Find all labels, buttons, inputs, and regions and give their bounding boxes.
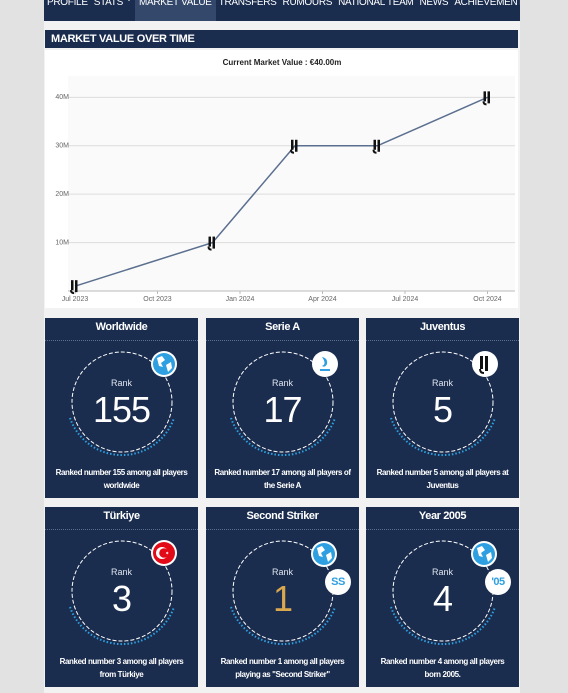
rank-card: Year 2005 Rank 4 '05 Ranked number 4 among a… xyxy=(366,507,519,687)
x-tick-label: Oct 2024 xyxy=(473,296,502,303)
rank-label: Rank xyxy=(110,378,132,388)
y-tick-label: 20M xyxy=(55,191,69,198)
badge: SS xyxy=(325,569,351,595)
card-description: Ranked number 3 among all players from T… xyxy=(59,657,184,679)
card-title: Worldwide xyxy=(95,321,148,333)
club-logo-marker xyxy=(70,280,78,295)
card-title: Second Striker xyxy=(246,510,319,522)
rank-number: 1 xyxy=(272,578,293,619)
chart-title: MARKET VALUE OVER TIME xyxy=(45,30,518,48)
rank-number: 5 xyxy=(432,389,453,430)
club-logo-marker xyxy=(482,91,490,106)
card-description: Ranked number 5 among all players at Juv… xyxy=(376,468,509,490)
card-separator xyxy=(366,340,519,341)
card-separator xyxy=(206,529,359,530)
rank-ring xyxy=(390,351,498,457)
nav-item[interactable]: MARKET VALUE xyxy=(134,0,216,21)
x-tick-label: Jul 2023 xyxy=(62,296,89,303)
club-logo-marker xyxy=(372,139,380,154)
card-separator xyxy=(45,340,198,341)
badge: '05 xyxy=(485,569,511,595)
rank-card: Worldwide Rank 155 Ranked number 155 among … xyxy=(45,318,198,498)
rank-card: Second Striker Rank 1 SS Ranked number 1 amo… xyxy=(206,507,359,687)
nav-item[interactable]: RUMOURS xyxy=(282,0,333,8)
rank-label: Rank xyxy=(271,567,293,577)
nav-item[interactable]: NATIONAL TEAM xyxy=(338,0,414,8)
rank-card: Serie A Rank 17 Ranked number 17 among all … xyxy=(206,318,359,498)
card-title: Year 2005 xyxy=(418,510,467,522)
x-tick-label: Jan 2024 xyxy=(226,296,255,303)
nav-bar: PROFILE STATS MARKET VALUE TRANSFERS RUMOURS… xyxy=(44,0,520,21)
card-description: Ranked number 17 among all players of th… xyxy=(214,468,351,490)
y-tick-label: 40M xyxy=(55,94,69,101)
x-tick-label: Oct 2023 xyxy=(143,296,172,303)
card-title: Juventus xyxy=(419,321,466,333)
rank-ring xyxy=(69,351,177,457)
card-description: Ranked number 4 among all players born 2… xyxy=(380,657,505,679)
rank-ring xyxy=(230,351,338,457)
rank-number: 155 xyxy=(92,389,151,430)
rank-label: Rank xyxy=(110,567,132,577)
club-logo-marker xyxy=(290,139,298,154)
nav-item[interactable]: PROFILE xyxy=(47,0,88,8)
nav-item[interactable]: NEWS xyxy=(419,0,449,8)
card-description: Ranked number 155 among all players worl… xyxy=(55,468,188,490)
y-tick-label: 30M xyxy=(55,143,69,150)
card-title: Serie A xyxy=(265,321,300,333)
card-separator xyxy=(45,529,198,530)
card-title: Türkiye xyxy=(103,510,140,522)
rank-label: Rank xyxy=(431,378,453,388)
rank-label: Rank xyxy=(431,567,453,577)
y-tick-label: 10M xyxy=(55,239,69,246)
plot-area xyxy=(68,76,515,291)
rank-ring xyxy=(69,540,177,646)
rank-number: 4 xyxy=(432,578,453,619)
nav-item[interactable]: ACHIEVEMENTS xyxy=(454,0,520,8)
club-logo-marker xyxy=(207,236,215,251)
rank-number: 3 xyxy=(111,578,132,619)
x-tick-label: Jul 2024 xyxy=(392,296,419,303)
nav-item[interactable]: TRANSFERS xyxy=(218,0,277,8)
x-tick-label: Apr 2024 xyxy=(308,296,337,303)
rank-ring xyxy=(230,540,337,646)
rank-label: Rank xyxy=(271,378,293,388)
rank-number: 17 xyxy=(263,389,302,430)
chart: Current Market Value : €40.00m 10M 20M 30M… xyxy=(45,50,518,308)
card-separator xyxy=(366,529,519,530)
rank-ring xyxy=(390,540,497,646)
rank-card: Juventus Rank 5 Ranked number 5 among all p… xyxy=(366,318,519,498)
card-description: Ranked number 1 among all players playin… xyxy=(220,657,345,679)
chart-subtitle: Current Market Value : €40.00m xyxy=(223,58,342,67)
rank-card: Türkiye Rank 3 Ranked number 3 among all pl… xyxy=(45,507,198,687)
nav-item[interactable]: STATS xyxy=(91,0,135,21)
card-separator xyxy=(206,340,359,341)
